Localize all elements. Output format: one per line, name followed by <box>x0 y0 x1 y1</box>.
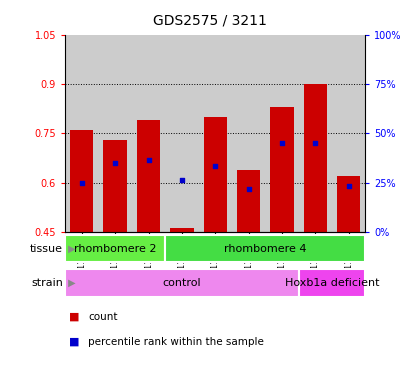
Bar <box>170 228 194 232</box>
Text: rhombomere 2: rhombomere 2 <box>74 243 156 254</box>
Text: tissue: tissue <box>30 243 63 254</box>
Bar <box>265 35 299 232</box>
Text: count: count <box>88 312 118 322</box>
Bar <box>65 270 299 297</box>
Bar <box>165 35 199 232</box>
Text: percentile rank within the sample: percentile rank within the sample <box>88 337 264 347</box>
Text: GDS2575 / 3211: GDS2575 / 3211 <box>153 13 267 27</box>
Bar <box>232 35 265 232</box>
Bar <box>70 130 94 232</box>
Bar <box>132 35 165 232</box>
Point <box>245 186 252 192</box>
Point <box>312 140 319 146</box>
Bar <box>65 235 165 263</box>
Bar <box>137 120 160 232</box>
Bar <box>304 84 327 232</box>
Bar <box>332 35 365 232</box>
Bar <box>237 170 260 232</box>
Text: ▶: ▶ <box>65 278 75 288</box>
Point <box>345 183 352 189</box>
Text: ■: ■ <box>69 312 80 322</box>
Text: rhombomere 4: rhombomere 4 <box>224 243 307 254</box>
Point <box>212 163 218 169</box>
Bar <box>103 140 127 232</box>
Point <box>178 177 185 183</box>
Point <box>145 157 152 163</box>
Bar <box>299 35 332 232</box>
Point <box>278 140 285 146</box>
Bar <box>337 176 360 232</box>
Point <box>112 160 118 166</box>
Bar <box>199 35 232 232</box>
Bar <box>204 117 227 232</box>
Bar <box>299 270 365 297</box>
Text: strain: strain <box>31 278 63 288</box>
Bar <box>270 107 294 232</box>
Text: ▶: ▶ <box>65 243 75 254</box>
Bar <box>165 235 365 263</box>
Text: Hoxb1a deficient: Hoxb1a deficient <box>285 278 379 288</box>
Bar <box>98 35 132 232</box>
Point <box>79 180 85 186</box>
Text: ■: ■ <box>69 337 80 347</box>
Text: control: control <box>163 278 201 288</box>
Bar <box>65 35 98 232</box>
